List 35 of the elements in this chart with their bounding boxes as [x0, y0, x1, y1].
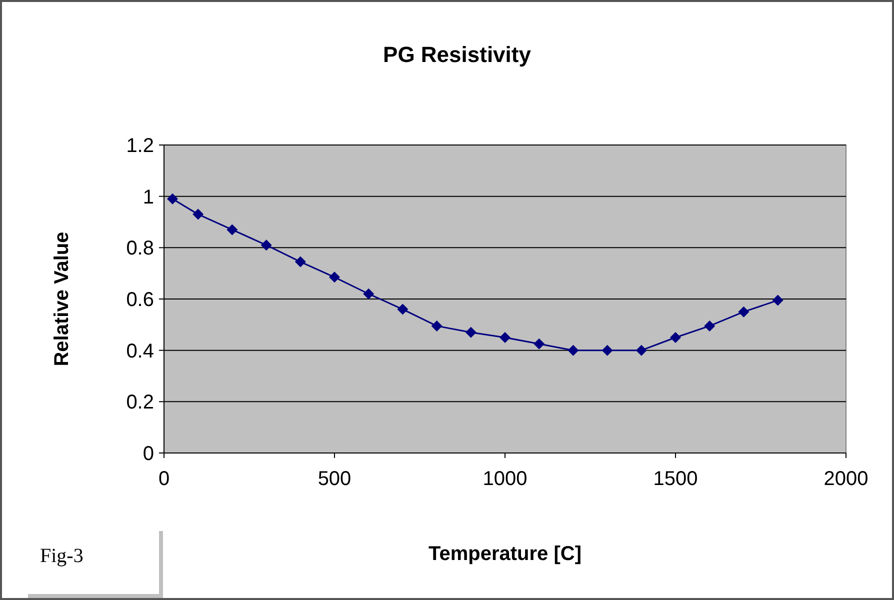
point [294, 256, 306, 268]
point [167, 193, 178, 204]
x-tick-label: 0 [158, 468, 170, 490]
x-tick-label: 1000 [482, 468, 528, 490]
point [602, 344, 613, 356]
point [534, 338, 545, 350]
y-tick-label: 0 [142, 443, 154, 465]
point [636, 344, 647, 356]
point [500, 332, 510, 343]
x-tick-label: 2000 [824, 468, 868, 490]
chart-title: PG Resistivity [383, 42, 532, 67]
y-tick-label: 0.4 [126, 340, 154, 362]
point [226, 224, 238, 236]
point [568, 344, 579, 356]
x-tick-label: 1500 [653, 468, 698, 490]
point [670, 332, 681, 343]
point [397, 304, 408, 315]
text: Fig-3 [40, 545, 84, 567]
y-axis-title: Relative Value [51, 232, 73, 366]
point [363, 288, 374, 300]
y-tick-label: 1 [142, 186, 154, 208]
point [738, 306, 750, 318]
point [431, 320, 442, 332]
x-tick-label: 500 [318, 468, 352, 490]
x-axis-title: Temperature [C] [428, 543, 582, 565]
point [465, 326, 476, 338]
y-tick-label: 0.2 [126, 392, 154, 414]
point [192, 208, 204, 220]
y-tick-label: 1.2 [126, 135, 154, 157]
point [260, 240, 272, 251]
y-tick-label: 0.6 [126, 289, 154, 311]
point [329, 272, 340, 283]
point [704, 320, 716, 332]
y-tick-label: 0.8 [126, 238, 154, 260]
point [772, 294, 784, 306]
